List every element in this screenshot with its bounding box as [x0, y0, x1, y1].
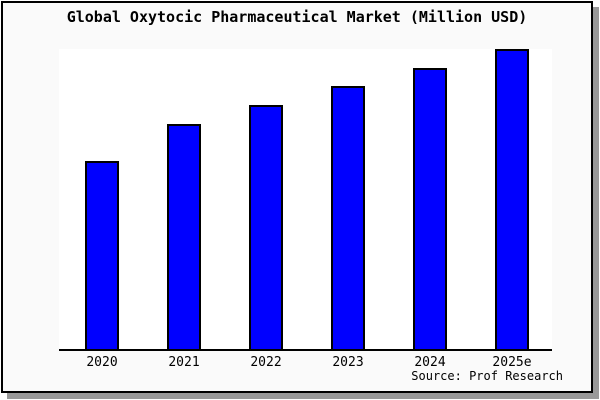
bar-2025e — [495, 49, 529, 349]
x-tick-label-2024: 2024 — [414, 355, 446, 370]
bar-2022 — [249, 105, 283, 349]
bar-2024 — [413, 68, 447, 349]
x-tick-label-2021: 2021 — [168, 355, 200, 370]
bar-2023 — [331, 86, 365, 349]
chart-title: Global Oxytocic Pharmaceutical Market (M… — [66, 8, 528, 26]
x-tick-label-2022: 2022 — [250, 355, 282, 370]
x-tick-label-2025e: 2025e — [492, 355, 532, 370]
bar-2020 — [85, 161, 119, 349]
chart-card: Global Oxytocic Pharmaceutical Market (M… — [1, 1, 593, 393]
x-tick-label-2023: 2023 — [332, 355, 364, 370]
x-tick-label-2020: 2020 — [86, 355, 118, 370]
bar-2021 — [167, 124, 201, 349]
source-credit: Source: Prof Research — [411, 369, 563, 383]
plot-area — [59, 49, 552, 351]
